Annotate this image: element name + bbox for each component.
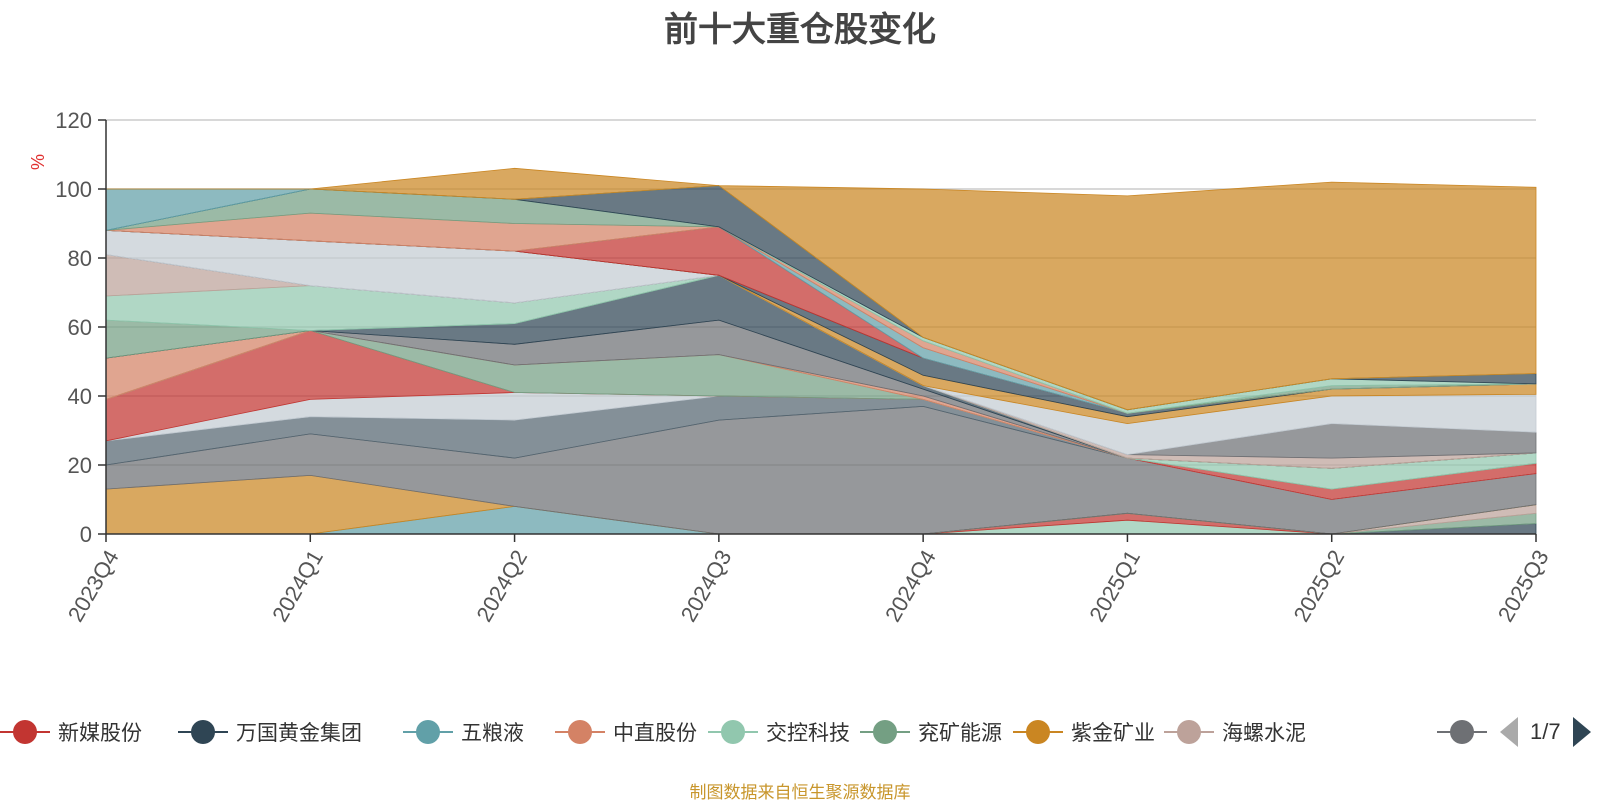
x-tick-label: 2025Q3 xyxy=(1493,546,1554,626)
legend-item[interactable]: 中直股份 xyxy=(555,712,697,752)
y-tick-label: 60 xyxy=(68,315,92,340)
area-series-30 xyxy=(106,167,1537,411)
legend-label: 兖矿能源 xyxy=(918,721,1002,745)
chart-title: 前十大重仓股变化 xyxy=(664,10,936,50)
x-tick-label: 2024Q3 xyxy=(676,546,737,626)
x-tick-label: 2024Q1 xyxy=(267,546,328,626)
legend-item[interactable]: 交控科技 xyxy=(708,712,850,752)
legend-item[interactable]: 紫金矿业 xyxy=(1013,712,1155,752)
y-tick-label: 120 xyxy=(55,108,92,133)
legend-item[interactable] xyxy=(1437,712,1495,752)
legend-label: 紫金矿业 xyxy=(1071,721,1155,745)
x-tick-label: 2025Q1 xyxy=(1084,546,1145,626)
legend-label: 新媒股份 xyxy=(58,721,142,745)
y-tick-label: 80 xyxy=(68,246,92,271)
y-tick-label: 20 xyxy=(68,453,92,478)
legend: 新媒股份 万国黄金集团 五粮液 中直股份 交控科技 兖矿能源 紫金矿业 海螺水泥 xyxy=(0,712,1600,752)
legend-marker-icon xyxy=(708,712,758,752)
x-tick-label: 2025Q2 xyxy=(1289,546,1350,626)
legend-item[interactable]: 海螺水泥 xyxy=(1164,712,1306,752)
legend-marker-icon xyxy=(0,712,50,752)
y-tick-label: 40 xyxy=(68,384,92,409)
data-source-note: 制图数据来自恒生聚源数据库 xyxy=(689,783,911,803)
legend-marker-icon xyxy=(178,712,228,752)
legend-page-indicator: 1/7 xyxy=(1530,719,1561,744)
legend-marker-icon xyxy=(1013,712,1063,752)
legend-item[interactable]: 新媒股份 xyxy=(0,712,142,752)
area-series-layer xyxy=(105,167,1537,535)
legend-item[interactable]: 五粮液 xyxy=(403,712,524,752)
y-axis-unit-label: % xyxy=(28,154,48,170)
legend-marker-icon xyxy=(555,712,605,752)
legend-item[interactable]: 兖矿能源 xyxy=(860,712,1002,752)
x-tick-label: 2023Q4 xyxy=(63,546,124,626)
legend-marker-icon xyxy=(860,712,910,752)
legend-marker-icon xyxy=(1164,712,1214,752)
legend-marker-icon xyxy=(1437,712,1487,752)
legend-label: 交控科技 xyxy=(766,721,850,745)
x-tick-label: 2024Q2 xyxy=(471,546,532,626)
legend-prev-page-icon[interactable] xyxy=(1500,717,1518,747)
legend-label: 万国黄金集团 xyxy=(236,721,362,745)
x-tick-label: 2024Q4 xyxy=(880,546,941,626)
legend-label: 中直股份 xyxy=(613,721,697,745)
y-tick-label: 0 xyxy=(80,522,92,547)
legend-pager: 1/7 xyxy=(1500,712,1591,752)
legend-next-page-icon[interactable] xyxy=(1572,717,1591,747)
legend-label: 海螺水泥 xyxy=(1222,721,1306,745)
legend-label: 五粮液 xyxy=(461,721,524,745)
legend-item[interactable]: 万国黄金集团 xyxy=(178,712,362,752)
y-tick-label: 100 xyxy=(55,177,92,202)
legend-marker-icon xyxy=(403,712,453,752)
stacked-area-chart: 0 20 40 60 80 100 120 2023Q4 2024Q1 2024Q2 2024Q3 2… xyxy=(28,108,1554,626)
